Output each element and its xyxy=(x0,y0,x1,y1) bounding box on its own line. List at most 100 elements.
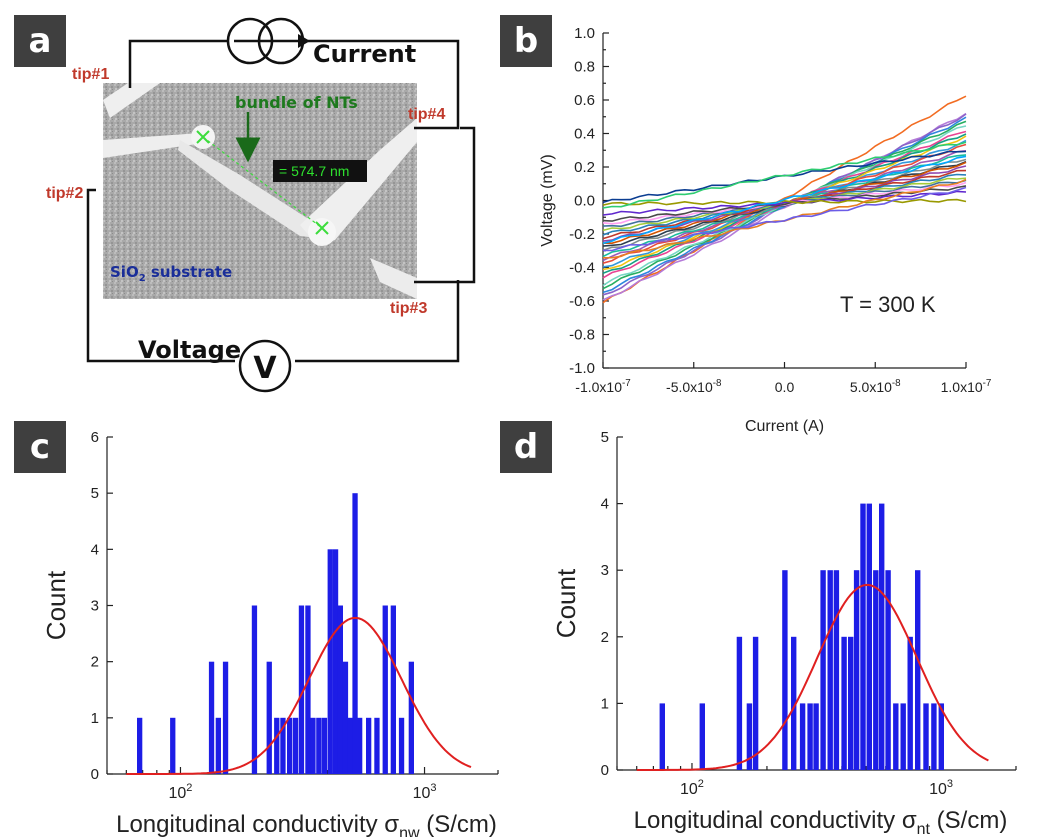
histogram-bar xyxy=(827,570,833,770)
histogram-bar xyxy=(736,636,743,770)
histogram-bar xyxy=(799,703,806,770)
histogram-bar xyxy=(208,661,215,774)
histogram-nt: 0 1 2 3 4 5 102 103 Count Longitudinal conductivi… xyxy=(551,429,1017,837)
histogram-bar xyxy=(222,661,229,774)
histogram-bar xyxy=(274,717,280,774)
histogram-bar xyxy=(900,703,906,770)
y-tick-label: -0.8 xyxy=(569,327,595,344)
measurement-schematic: = 574.7 nm bundle of NTs SiO2 substrate … xyxy=(46,17,476,393)
histogram-bar xyxy=(215,717,221,774)
substrate-label: SiO2 substrate xyxy=(110,263,232,284)
histogram-bar xyxy=(298,605,305,774)
y-tick-label: 6 xyxy=(91,429,99,446)
iv-chart: 1.0 0.8 0.6 0.4 0.2 0.0 -0.2 -0.4 -0.6 -0.8 -1.0-1… xyxy=(539,25,992,435)
panel-label-b: b xyxy=(500,15,552,67)
y-tick-label: 1 xyxy=(601,695,609,712)
histogram-bar xyxy=(752,636,759,770)
histogram-bars xyxy=(659,503,944,770)
histogram-bar xyxy=(357,717,363,774)
x-tick-label: 102 xyxy=(169,782,193,802)
y-axis-label: Voltage (mV) xyxy=(539,154,556,246)
histogram-bar xyxy=(170,717,176,774)
iv-series-line xyxy=(602,155,967,245)
histogram-bars xyxy=(137,493,414,774)
x-tick-label: 5.0x10-8 xyxy=(850,378,901,395)
circuit-wires xyxy=(86,39,476,363)
gaussian-fit-curve xyxy=(636,583,989,771)
histogram-bar xyxy=(659,703,665,770)
y-axis-label: Count xyxy=(41,570,71,640)
histogram-bar xyxy=(251,605,258,774)
histogram-bar xyxy=(280,717,286,774)
histogram-bar xyxy=(923,703,929,770)
iv-series xyxy=(602,95,967,304)
y-tick-label: 2 xyxy=(601,629,609,646)
histogram-bar xyxy=(332,549,339,774)
y-tick-label: 0.0 xyxy=(574,193,595,210)
histogram-bar xyxy=(337,605,343,774)
histogram-bar xyxy=(305,605,311,774)
y-tick-label: 3 xyxy=(91,598,99,615)
histogram-bar xyxy=(316,717,322,774)
histogram-bar xyxy=(327,549,333,774)
tip3-label: tip#3 xyxy=(390,300,427,317)
iv-series-line xyxy=(602,198,967,206)
x-tick-label: -1.0x10-7 xyxy=(575,378,630,395)
histogram-bar xyxy=(833,570,840,770)
histogram-bar xyxy=(841,636,847,770)
histogram-bar xyxy=(382,605,388,774)
histogram-bar xyxy=(820,570,826,770)
histogram-bar xyxy=(699,703,705,770)
panel-label-a: a xyxy=(14,15,66,67)
y-tick-label: 0.6 xyxy=(574,92,595,109)
histogram-bar xyxy=(352,493,358,774)
x-axis-label: Current (A) xyxy=(745,418,824,435)
histogram-bar xyxy=(915,570,921,770)
histogram-bar xyxy=(782,570,788,770)
x-tick-label: 103 xyxy=(929,778,953,798)
current-label: Current xyxy=(313,40,416,68)
histogram-bar xyxy=(866,503,872,770)
temperature-annotation: T = 300 K xyxy=(840,292,936,317)
histogram-bar xyxy=(853,570,860,770)
y-tick-label: -0.2 xyxy=(569,226,595,243)
histogram-bar xyxy=(873,570,879,770)
current-source-symbol xyxy=(226,17,310,65)
histogram-bar xyxy=(848,636,854,770)
y-tick-label: 4 xyxy=(601,496,609,513)
y-tick-label: 0 xyxy=(91,766,99,783)
panel-label-c: c xyxy=(14,421,66,473)
y-tick-label: 5 xyxy=(91,485,99,502)
histogram-bar xyxy=(374,717,380,774)
y-tick-label: 0.2 xyxy=(574,159,595,176)
histogram-nw: 0 1 2 3 4 5 6 102 103 Count Longitudinal conductiv… xyxy=(41,429,499,837)
histogram-bar xyxy=(347,717,354,774)
y-tick-label: 2 xyxy=(91,654,99,671)
histogram-bar xyxy=(885,570,891,770)
y-tick-label: 5 xyxy=(601,429,609,446)
tip2-label: tip#2 xyxy=(46,185,83,202)
iv-series-line xyxy=(602,177,967,232)
histogram-bar xyxy=(907,636,913,770)
iv-series-line xyxy=(602,141,967,209)
tip1-label: tip#1 xyxy=(72,66,109,83)
histogram-bar xyxy=(746,703,753,770)
histogram-bar xyxy=(366,717,372,774)
x-axis-label: Longitudinal conductivity σnt (S/cm) xyxy=(634,807,1008,837)
sem-image: = 574.7 nm bundle of NTs SiO2 substrate xyxy=(103,83,417,299)
histogram-bar xyxy=(813,703,819,770)
histogram-bar xyxy=(807,703,813,770)
iv-series-line xyxy=(602,186,967,252)
histogram-bar xyxy=(287,717,293,774)
bundle-label: bundle of NTs xyxy=(235,93,358,112)
histogram-bar xyxy=(310,717,316,774)
gaussian-fit-curve xyxy=(126,616,472,775)
histogram-bar xyxy=(893,703,899,770)
y-tick-label: -1.0 xyxy=(569,360,595,377)
y-axis-label: Count xyxy=(551,568,581,638)
histogram-bar xyxy=(266,661,272,774)
histogram-bar xyxy=(938,703,944,770)
histogram-bar xyxy=(137,717,143,774)
x-tick-label: 0.0 xyxy=(775,379,795,395)
x-tick-label: 1.0x10-7 xyxy=(941,378,992,395)
